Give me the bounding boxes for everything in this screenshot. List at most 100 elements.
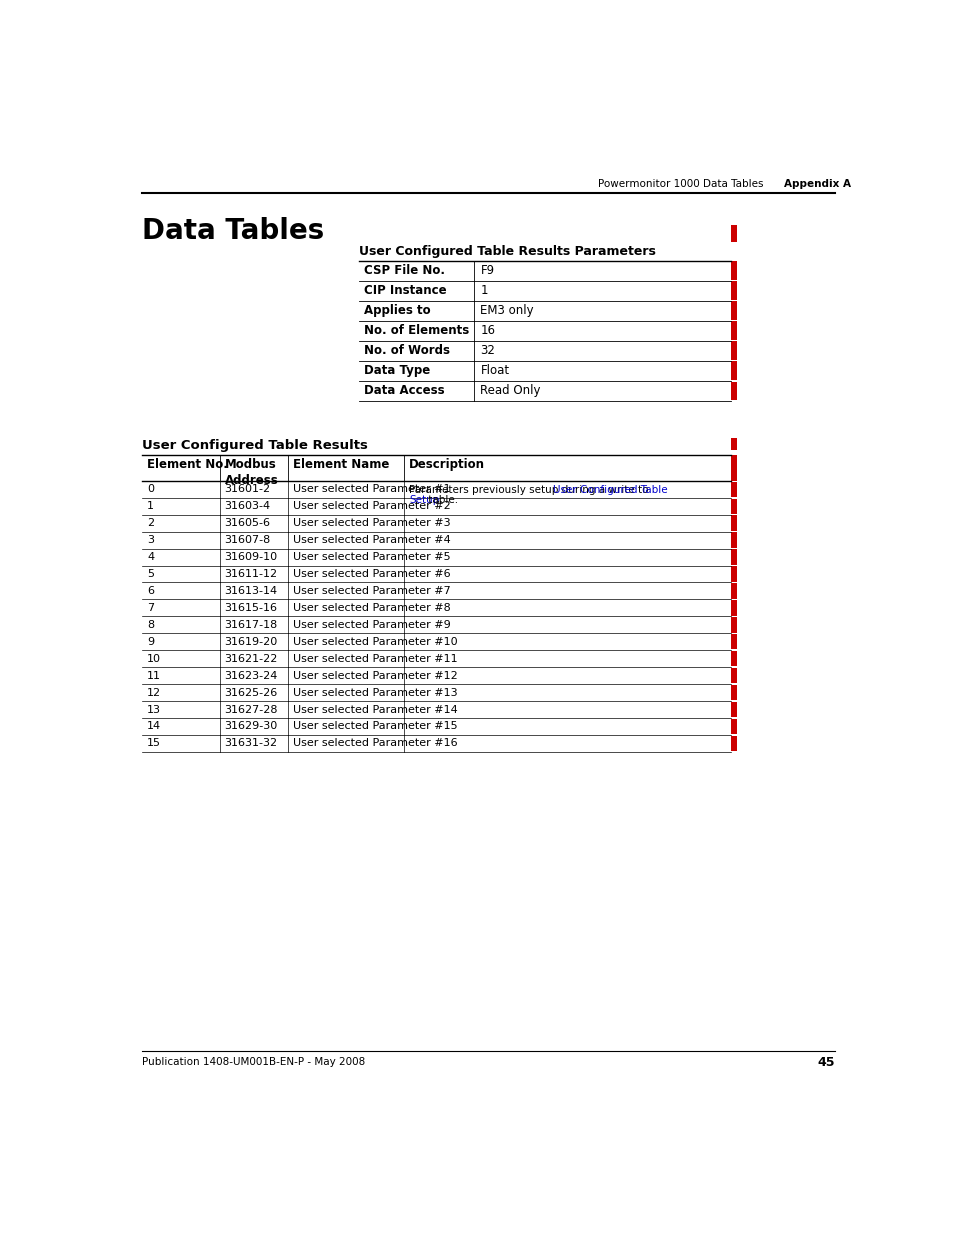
Text: 5: 5 [147, 569, 154, 579]
Text: EM3 only: EM3 only [480, 304, 534, 317]
Text: Read Only: Read Only [480, 384, 540, 398]
Text: F9: F9 [480, 264, 494, 277]
Text: 12: 12 [147, 688, 161, 698]
Text: User selected Parameter #4: User selected Parameter #4 [293, 535, 450, 545]
Text: Data Type: Data Type [364, 364, 430, 377]
Text: 31625-26: 31625-26 [224, 688, 277, 698]
Bar [730, 382, 736, 400]
Bar [730, 515, 736, 531]
Text: 10: 10 [147, 653, 161, 663]
Bar [730, 719, 736, 734]
Text: User Configured Table: User Configured Table [553, 484, 667, 495]
Bar [730, 362, 736, 380]
Text: 31617-18: 31617-18 [224, 620, 277, 630]
Bar [730, 567, 736, 582]
Text: 13: 13 [147, 704, 161, 715]
Text: Appendix A: Appendix A [783, 179, 850, 189]
Text: User selected Parameter #5: User selected Parameter #5 [293, 552, 450, 562]
Text: Float: Float [480, 364, 509, 377]
Text: 6: 6 [147, 585, 154, 597]
Text: User selected Parameter #11: User selected Parameter #11 [293, 653, 457, 663]
Text: 31629-30: 31629-30 [224, 721, 277, 731]
Text: 2: 2 [147, 519, 154, 529]
Text: 9: 9 [147, 637, 154, 647]
Text: 31615-16: 31615-16 [224, 603, 277, 613]
Text: 31623-24: 31623-24 [224, 671, 277, 680]
Bar [730, 454, 736, 480]
Text: User selected Parameter #13: User selected Parameter #13 [293, 688, 457, 698]
Text: No. of Words: No. of Words [364, 345, 450, 357]
Bar [730, 668, 736, 683]
Text: 31605-6: 31605-6 [224, 519, 271, 529]
Text: 7: 7 [147, 603, 154, 613]
Bar [730, 532, 736, 548]
Text: Modbus
Address: Modbus Address [224, 458, 278, 487]
Text: 3: 3 [147, 535, 154, 545]
Text: 4: 4 [147, 552, 154, 562]
Text: User selected Parameter #9: User selected Parameter #9 [293, 620, 450, 630]
Text: User selected Parameter #1: User selected Parameter #1 [293, 484, 450, 494]
Text: 31631-32: 31631-32 [224, 739, 277, 748]
Text: 0: 0 [147, 484, 154, 494]
Bar [730, 301, 736, 320]
Text: 31601-2: 31601-2 [224, 484, 271, 494]
Text: Description: Description [409, 458, 484, 471]
Text: 31613-14: 31613-14 [224, 585, 277, 597]
Text: 1: 1 [480, 284, 487, 298]
Bar [730, 685, 736, 700]
Text: 45: 45 [817, 1056, 835, 1068]
Bar [730, 341, 736, 359]
Text: 16: 16 [480, 325, 495, 337]
Bar [730, 499, 736, 514]
Bar [730, 701, 736, 718]
Bar [730, 651, 736, 667]
Text: 1: 1 [147, 501, 154, 511]
Text: Data Access: Data Access [364, 384, 444, 398]
Text: User selected Parameter #8: User selected Parameter #8 [293, 603, 450, 613]
Text: 31621-22: 31621-22 [224, 653, 277, 663]
Text: User selected Parameter #6: User selected Parameter #6 [293, 569, 450, 579]
Text: User Configured Table Results Parameters: User Configured Table Results Parameters [359, 246, 656, 258]
Text: Setup: Setup [409, 495, 439, 505]
Text: 31627-28: 31627-28 [224, 704, 278, 715]
Bar [730, 262, 736, 280]
Bar [730, 282, 736, 300]
Bar [730, 550, 736, 564]
Text: CIP Instance: CIP Instance [364, 284, 446, 298]
Text: User selected Parameter #12: User selected Parameter #12 [293, 671, 457, 680]
Bar [730, 583, 736, 599]
Text: Publication 1408-UM001B-EN-P - May 2008: Publication 1408-UM001B-EN-P - May 2008 [142, 1057, 365, 1067]
Text: 15: 15 [147, 739, 161, 748]
Text: Element Name: Element Name [293, 458, 389, 471]
Text: 31611-12: 31611-12 [224, 569, 277, 579]
Bar [730, 321, 736, 340]
Bar [730, 618, 736, 632]
Text: Parameters previously setup during a write to: Parameters previously setup during a wri… [409, 484, 651, 495]
Text: 31607-8: 31607-8 [224, 535, 271, 545]
Text: Data Tables: Data Tables [142, 217, 324, 246]
Text: User selected Parameter #14: User selected Parameter #14 [293, 704, 457, 715]
Bar [730, 634, 736, 650]
Text: User selected Parameter #2: User selected Parameter #2 [293, 501, 450, 511]
Text: 31609-10: 31609-10 [224, 552, 277, 562]
Text: Element No.: Element No. [147, 458, 228, 471]
Bar [730, 482, 736, 496]
Text: 31603-4: 31603-4 [224, 501, 271, 511]
Text: User Configured Table Results: User Configured Table Results [142, 440, 368, 452]
Text: 31619-20: 31619-20 [224, 637, 277, 647]
Text: 14: 14 [147, 721, 161, 731]
Text: Applies to: Applies to [364, 304, 431, 317]
Text: table.: table. [424, 495, 457, 505]
Text: No. of Elements: No. of Elements [364, 325, 469, 337]
Text: 32: 32 [480, 345, 495, 357]
Bar [730, 225, 736, 242]
Text: User selected Parameter #3: User selected Parameter #3 [293, 519, 450, 529]
Bar [730, 437, 736, 450]
Text: 8: 8 [147, 620, 154, 630]
Text: 11: 11 [147, 671, 161, 680]
Text: User selected Parameter #10: User selected Parameter #10 [293, 637, 457, 647]
Text: User selected Parameter #15: User selected Parameter #15 [293, 721, 457, 731]
Text: User selected Parameter #16: User selected Parameter #16 [293, 739, 457, 748]
Text: Powermonitor 1000 Data Tables: Powermonitor 1000 Data Tables [598, 179, 763, 189]
Text: User selected Parameter #7: User selected Parameter #7 [293, 585, 450, 597]
